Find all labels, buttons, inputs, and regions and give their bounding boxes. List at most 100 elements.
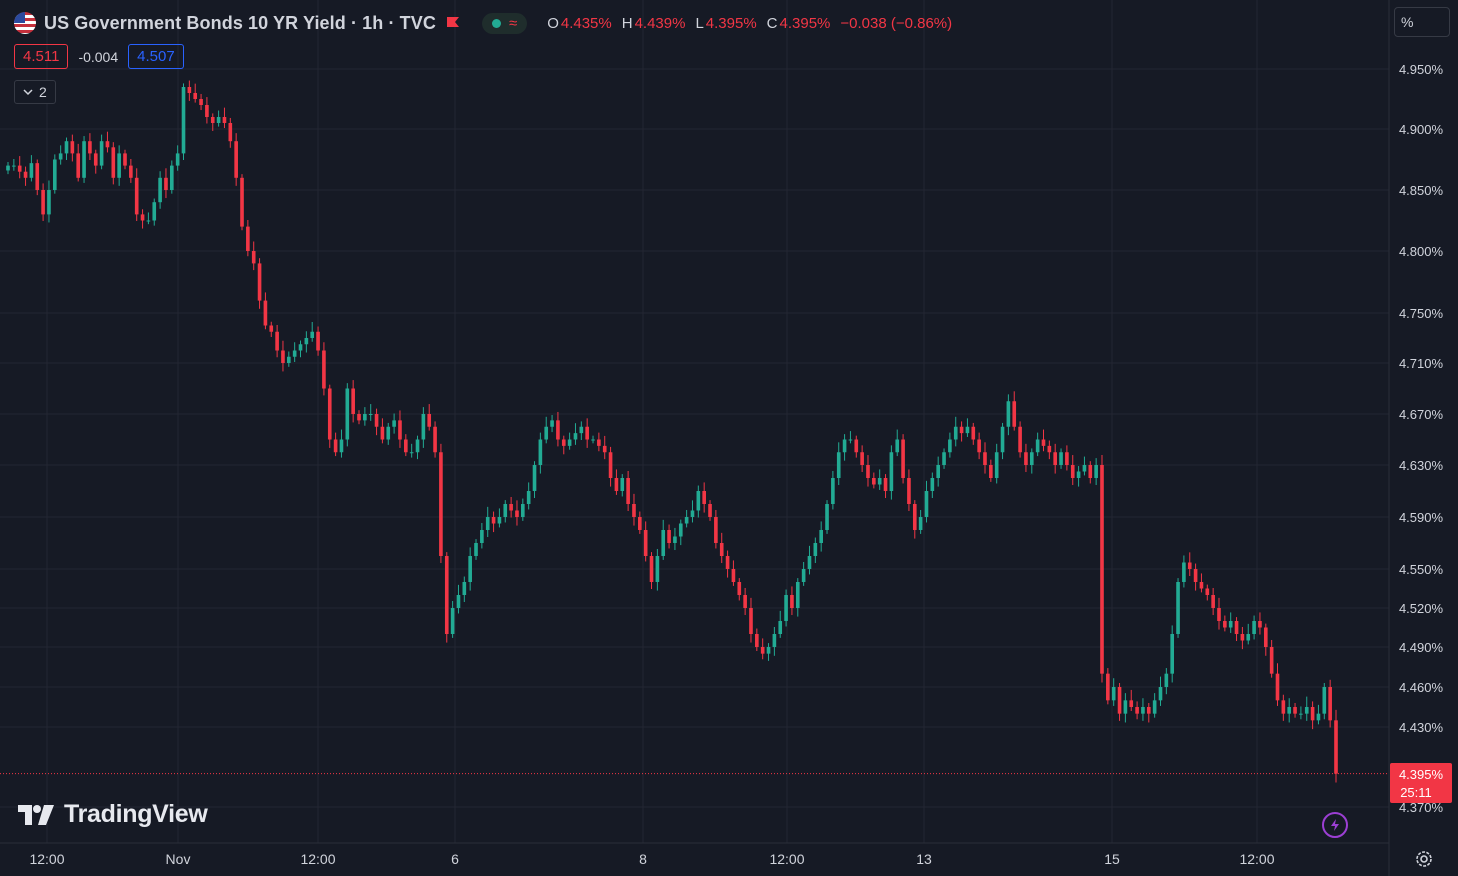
candle xyxy=(1269,639,1274,678)
candle-body xyxy=(1223,621,1227,628)
candle xyxy=(374,408,379,436)
candle xyxy=(567,432,572,450)
candle-body xyxy=(1246,634,1251,641)
candle-body xyxy=(444,556,449,634)
indicators-count: 2 xyxy=(39,84,47,100)
candle-body xyxy=(380,426,385,440)
candle-body xyxy=(632,504,636,517)
candle-body xyxy=(1082,465,1087,472)
candle xyxy=(105,131,110,153)
candle-body xyxy=(152,202,157,221)
candle xyxy=(41,183,45,221)
candle xyxy=(731,560,736,586)
candle xyxy=(1094,458,1098,486)
candle xyxy=(1223,615,1227,632)
x-tick-label: 8 xyxy=(639,851,647,867)
bid-button[interactable]: 4.511 xyxy=(14,44,69,69)
candle-body xyxy=(1240,634,1245,641)
candle xyxy=(597,432,601,452)
candle xyxy=(17,156,22,179)
candle xyxy=(351,380,355,423)
percent-scale-button[interactable]: % xyxy=(1394,7,1450,37)
candle xyxy=(12,159,16,171)
candle xyxy=(620,474,625,497)
candle-body xyxy=(842,439,847,453)
candle xyxy=(667,524,671,549)
candle-body xyxy=(47,190,51,215)
candle xyxy=(1287,698,1292,723)
candle xyxy=(322,342,326,396)
candle-body xyxy=(1263,627,1268,647)
candle xyxy=(1041,429,1046,452)
candle xyxy=(1076,466,1081,487)
candle-body xyxy=(848,439,853,441)
candle xyxy=(52,154,57,194)
candle xyxy=(702,482,706,513)
candle-body xyxy=(795,582,800,608)
candle xyxy=(1187,552,1192,577)
x-tick-label: 15 xyxy=(1104,851,1120,867)
candle xyxy=(427,404,432,431)
candle-body xyxy=(450,608,455,634)
candle xyxy=(872,472,876,489)
ask-button[interactable]: 4.507 xyxy=(128,44,184,69)
candle xyxy=(205,97,209,124)
symbol-title[interactable]: US Government Bonds 10 YR Yield · 1h · T… xyxy=(44,12,436,33)
candle xyxy=(1018,421,1022,458)
x-tick-label: 12:00 xyxy=(29,851,64,867)
candle-body xyxy=(129,165,133,178)
candle xyxy=(88,133,92,160)
candle xyxy=(1199,573,1204,593)
low-label: L xyxy=(695,14,704,32)
candle-body xyxy=(1047,445,1052,453)
candle-body xyxy=(398,420,402,440)
candle-body xyxy=(526,491,531,504)
y-tick-label: 4.800% xyxy=(1399,244,1444,259)
candle-body xyxy=(1334,720,1338,774)
candle-body xyxy=(614,478,619,491)
market-status-pill[interactable]: ≈ xyxy=(481,12,528,34)
candle xyxy=(532,461,537,499)
candle xyxy=(152,198,157,226)
low-value: 4.395% xyxy=(705,14,757,32)
candle xyxy=(1316,704,1321,725)
candle-body xyxy=(409,452,414,454)
candle xyxy=(1211,587,1215,616)
candle xyxy=(1100,455,1104,683)
candle-body xyxy=(550,420,554,427)
spread-value: -0.004 xyxy=(78,48,119,65)
time-axis[interactable]: 12:00 Nov 12:00 6 8 12:00 13 15 12:00 xyxy=(29,851,1274,867)
candle-body xyxy=(140,214,145,221)
candle xyxy=(1304,696,1309,721)
candle-body xyxy=(1299,713,1303,715)
candle-body xyxy=(6,165,10,171)
candle-body xyxy=(760,647,765,654)
candle-body xyxy=(1158,687,1163,701)
candle xyxy=(678,519,683,546)
candle-body xyxy=(690,510,695,517)
price-axis[interactable]: 4.950% 4.900% 4.850% 4.800% 4.750% 4.710% 4.67… xyxy=(1399,62,1444,815)
candle xyxy=(784,589,788,627)
tradingview-logo[interactable]: TradingView xyxy=(18,800,208,829)
indicators-collapse-button[interactable]: 2 xyxy=(14,80,56,104)
candle-body xyxy=(1146,707,1151,714)
candle-body xyxy=(205,105,209,117)
candle-body xyxy=(503,504,508,517)
candle xyxy=(1299,706,1303,720)
candle-body xyxy=(1205,588,1210,595)
candle-body xyxy=(58,153,63,160)
flag-marker-icon[interactable] xyxy=(446,16,460,30)
gear-icon[interactable] xyxy=(1413,848,1435,870)
candle xyxy=(515,500,519,526)
lightning-icon[interactable] xyxy=(1322,812,1348,838)
y-tick-label: 4.430% xyxy=(1399,720,1444,735)
candle xyxy=(1258,612,1262,635)
candle xyxy=(257,258,262,309)
candle-body xyxy=(544,426,549,440)
candle-body xyxy=(228,123,233,142)
candle xyxy=(175,145,180,171)
candle xyxy=(99,134,104,170)
candle xyxy=(404,434,408,457)
candle-body xyxy=(1088,465,1093,478)
